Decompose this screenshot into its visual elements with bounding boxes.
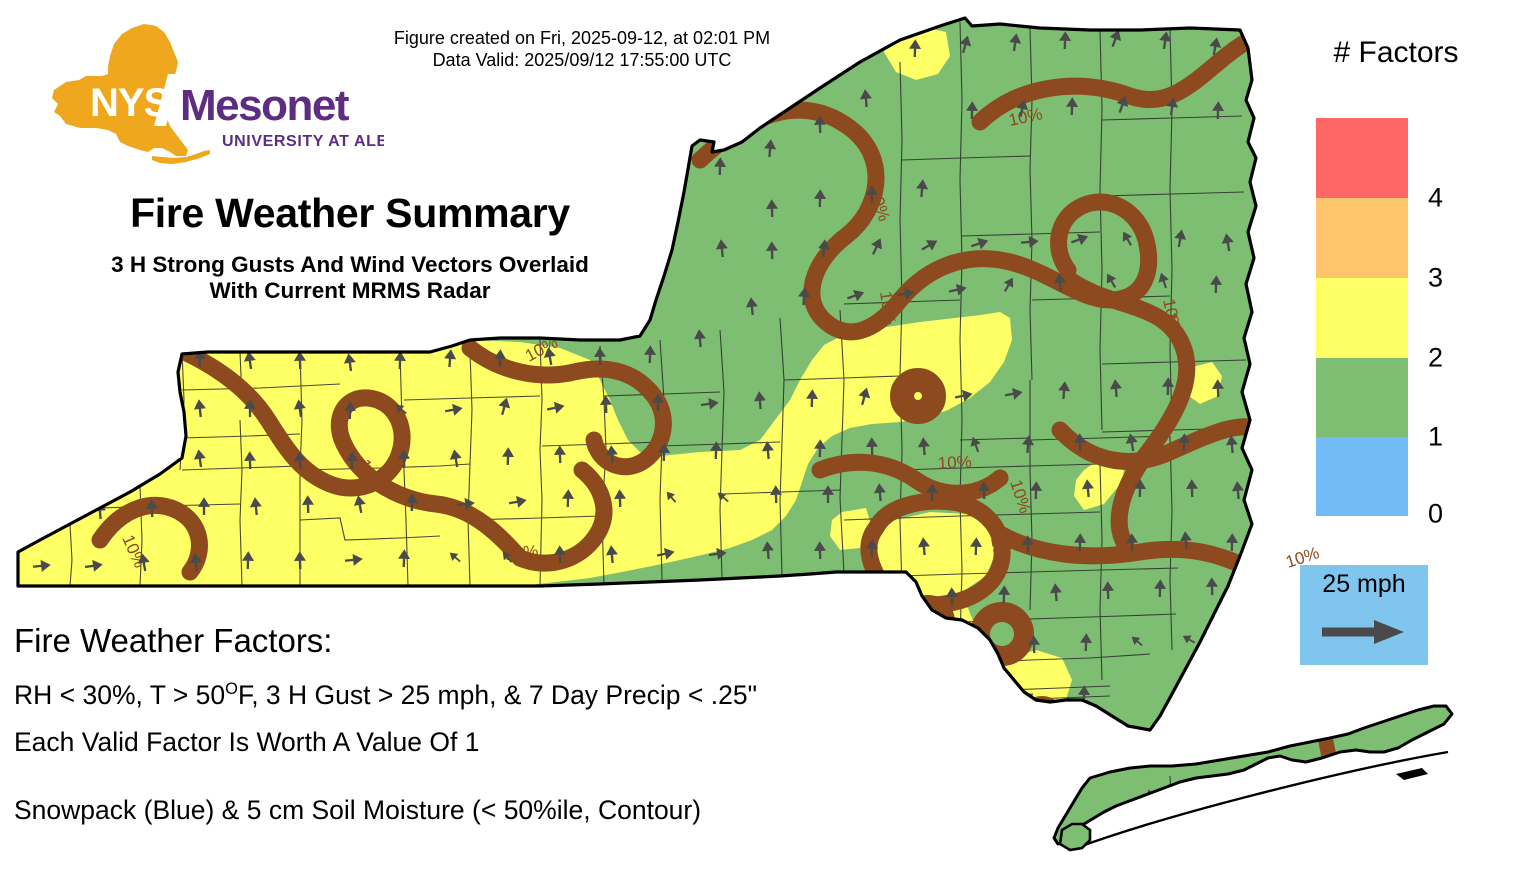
subtitle-line-1: 3 H Strong Gusts And Wind Vectors Overla… bbox=[111, 252, 589, 277]
logo-state-shape bbox=[52, 24, 188, 156]
svg-text:10%: 10% bbox=[937, 452, 972, 473]
colorbar-band-0 bbox=[1316, 437, 1408, 516]
wind-key-arrow-icon bbox=[1320, 615, 1408, 654]
data-valid-text: Data Valid: 2025/09/12 17:55:00 UTC bbox=[432, 49, 732, 70]
colorbar-tick-labels: 4 3 2 1 0 bbox=[1418, 118, 1478, 529]
colorbar-band-1 bbox=[1316, 358, 1408, 437]
colorbar-tick-4: 4 bbox=[1428, 182, 1444, 213]
footer-spacer bbox=[14, 777, 934, 797]
snowpack-soil-line: Snowpack (Blue) & 5 cm Soil Moisture (< … bbox=[14, 794, 702, 825]
factor-value-line: Each Valid Factor Is Worth A Value Of 1 bbox=[14, 727, 480, 758]
figure-created-text: Figure created on Fri, 2025-09-12, at 02… bbox=[393, 28, 771, 48]
subtitle-line-2: With Current MRMS Radar bbox=[209, 278, 491, 304]
logo-tagline: UNIVERSITY AT ALBANY bbox=[222, 133, 384, 150]
svg-text:10%: 10% bbox=[876, 290, 900, 326]
figure-timestamps: Figure created on Fri, 2025-09-12, at 02… bbox=[366, 28, 798, 72]
colorbar-tick-1: 1 bbox=[1428, 421, 1444, 452]
svg-text:10%: 10% bbox=[503, 542, 539, 564]
wind-key-label: 25 mph bbox=[1322, 570, 1406, 598]
page-subtitle: 3 H Strong Gusts And Wind Vectors Overla… bbox=[20, 252, 680, 305]
wind-speed-key: 25 mph bbox=[1300, 565, 1428, 665]
degree-symbol: O bbox=[225, 680, 238, 698]
colorbar-title: # Factors bbox=[1333, 36, 1459, 69]
colorbar-band-4 bbox=[1316, 118, 1408, 198]
criteria-part-a: RH < 30%, T > 50 bbox=[14, 679, 226, 710]
colorbar-band-2 bbox=[1316, 278, 1408, 358]
factors-heading: Fire Weather Factors: bbox=[14, 622, 333, 659]
factors-criteria-line: RH < 30%, T > 50OF, 3 H Gust > 25 mph, &… bbox=[14, 681, 934, 708]
colorbar-tick-3: 3 bbox=[1428, 262, 1444, 293]
long-island bbox=[1052, 704, 1454, 852]
colorbar-tick-0: 0 bbox=[1428, 498, 1444, 529]
nys-mesonet-logo: NYS Mesonet UNIVERSITY AT ALBANY bbox=[24, 16, 384, 166]
colorbar-band-3 bbox=[1316, 198, 1408, 278]
logo-long-island bbox=[152, 150, 210, 164]
criteria-part-b: F, 3 H Gust > 25 mph, & 7 Day Precip < .… bbox=[237, 679, 757, 710]
fire-weather-factors-block: Fire Weather Factors: RH < 30%, T > 50OF… bbox=[14, 624, 934, 844]
colorbar-tick-2: 2 bbox=[1428, 342, 1444, 373]
factor-colorbar bbox=[1316, 118, 1408, 516]
logo-mesonet-text: Mesonet bbox=[180, 81, 350, 130]
page-title: Fire Weather Summary bbox=[130, 190, 570, 236]
